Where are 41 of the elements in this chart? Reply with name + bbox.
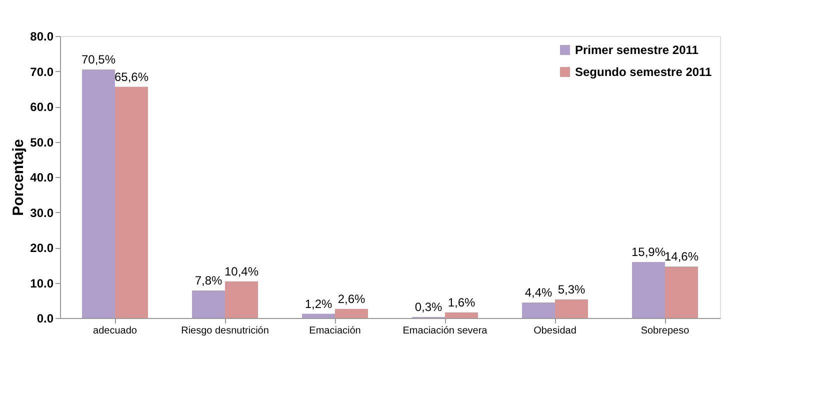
y-tick-label: 70.0 xyxy=(30,64,54,79)
bar xyxy=(665,266,698,318)
data-label: 10,4% xyxy=(224,264,259,278)
bar xyxy=(445,312,478,318)
bar xyxy=(192,290,225,318)
x-tick-label: Emaciación xyxy=(309,326,361,336)
bar xyxy=(302,314,335,318)
bar xyxy=(555,299,588,318)
y-tick-label: 40.0 xyxy=(30,170,54,184)
bar xyxy=(522,302,555,318)
data-label: 5,3% xyxy=(558,282,586,296)
data-label: 4,4% xyxy=(524,285,552,300)
bar xyxy=(335,308,368,318)
x-tick-label: Emaciación severa xyxy=(402,326,488,336)
data-label: 1,2% xyxy=(304,296,332,311)
data-label: 65,6% xyxy=(114,70,149,84)
x-tick-label: adecuado xyxy=(93,326,138,336)
bar xyxy=(82,69,115,318)
data-label: 15,9% xyxy=(631,244,666,259)
bar xyxy=(115,86,148,318)
y-tick-label: 0.0 xyxy=(36,312,54,326)
y-tick-label: 30.0 xyxy=(30,206,54,220)
data-label: 14,6% xyxy=(664,250,699,264)
y-axis-title: Porcentaje xyxy=(10,139,28,216)
x-tick-label: Obesidad xyxy=(534,326,576,336)
x-tick-label: Sobrepeso xyxy=(640,326,690,336)
y-tick-label: 20.0 xyxy=(30,241,54,255)
data-label: 0,3% xyxy=(414,300,442,314)
x-tick-label: Riesgo desnutrición xyxy=(181,326,269,336)
legend-label: Primer semestre 2011 xyxy=(575,43,699,57)
bar xyxy=(225,281,258,318)
data-label: 70,5% xyxy=(81,52,116,66)
y-tick-label: 10.0 xyxy=(30,276,54,290)
y-tick-label: 80.0 xyxy=(30,30,54,44)
legend-label: Segundo semestre 2011 xyxy=(575,65,712,79)
y-tick-label: 50.0 xyxy=(30,135,54,150)
y-tick-label: 60.0 xyxy=(30,100,54,114)
bar xyxy=(632,262,665,318)
data-label: 2,6% xyxy=(338,292,366,306)
data-label: 1,6% xyxy=(448,295,476,310)
data-label: 7,8% xyxy=(194,274,222,288)
